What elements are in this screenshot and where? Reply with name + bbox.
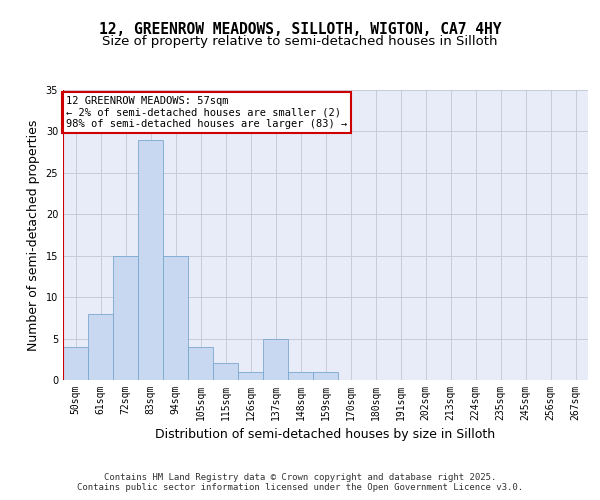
Bar — [238, 372, 263, 380]
Text: 12 GREENROW MEADOWS: 57sqm
← 2% of semi-detached houses are smaller (2)
98% of s: 12 GREENROW MEADOWS: 57sqm ← 2% of semi-… — [65, 96, 347, 129]
Text: Size of property relative to semi-detached houses in Silloth: Size of property relative to semi-detach… — [102, 35, 498, 48]
Bar — [288, 372, 313, 380]
Bar — [188, 347, 213, 380]
Bar — [88, 314, 113, 380]
Bar — [138, 140, 163, 380]
Y-axis label: Number of semi-detached properties: Number of semi-detached properties — [27, 120, 40, 350]
Text: Contains HM Land Registry data © Crown copyright and database right 2025.
Contai: Contains HM Land Registry data © Crown c… — [77, 473, 523, 492]
Bar — [313, 372, 338, 380]
Bar — [213, 364, 238, 380]
Text: 12, GREENROW MEADOWS, SILLOTH, WIGTON, CA7 4HY: 12, GREENROW MEADOWS, SILLOTH, WIGTON, C… — [99, 22, 501, 38]
Bar — [263, 338, 288, 380]
Bar — [163, 256, 188, 380]
Bar — [63, 347, 88, 380]
Bar — [113, 256, 138, 380]
X-axis label: Distribution of semi-detached houses by size in Silloth: Distribution of semi-detached houses by … — [155, 428, 496, 442]
